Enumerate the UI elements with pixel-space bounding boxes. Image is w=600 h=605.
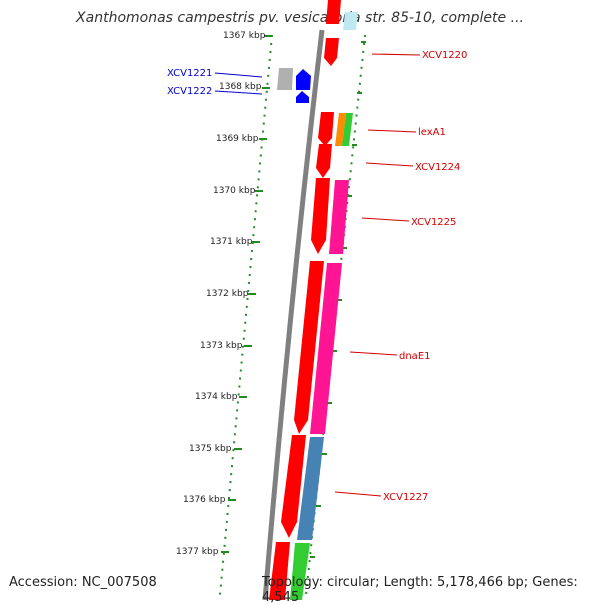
label-xcv1227: XCV1227 xyxy=(383,492,428,503)
gene-gray[interactable] xyxy=(277,68,293,90)
tick-label: 1368 kbp xyxy=(219,82,262,92)
tick-label: 1377 kbp xyxy=(176,547,219,557)
label-lexa1: lexA1 xyxy=(418,127,446,138)
gene-steelblue xyxy=(297,437,324,540)
gene-feature[interactable] xyxy=(343,12,358,30)
label-xcv1224: XCV1224 xyxy=(415,162,460,173)
tick-label: 1372 kbp xyxy=(206,289,249,299)
gene-labels: XCV1220 lexA1 XCV1224 XCV1225 dnaE1 XCV1… xyxy=(167,50,467,503)
accession-text: Accession: NC_007508 xyxy=(9,575,157,590)
tick-label: 1367 kbp xyxy=(223,31,266,41)
tick-label: 1370 kbp xyxy=(213,186,256,196)
gene-magenta-a xyxy=(329,180,349,254)
inner-dotted-track xyxy=(219,34,273,596)
label-leaders xyxy=(214,53,421,497)
tick-label: 1373 kbp xyxy=(200,341,243,351)
gene-xcv1220-arrow xyxy=(324,38,339,66)
genome-backbone xyxy=(262,29,325,600)
gene-next xyxy=(269,542,290,600)
gene-orange xyxy=(335,113,346,146)
forward-genes[interactable] xyxy=(269,0,341,600)
topology-text: Topology: circular; Length: 5,178,466 bp… xyxy=(262,575,578,605)
gene-xcv1227 xyxy=(281,435,306,538)
gene-xcv1224 xyxy=(316,144,332,178)
secondary-genes[interactable] xyxy=(290,113,353,600)
gene-lexa1 xyxy=(318,112,334,146)
gene-xcv1222[interactable] xyxy=(296,91,309,103)
label-dnae1: dnaE1 xyxy=(399,351,431,362)
tick-label: 1369 kbp xyxy=(216,134,259,144)
gene-magenta-b xyxy=(310,263,342,434)
map-title: Xanthomonas campestris pv. vesicatoria s… xyxy=(76,10,524,26)
tick-label: 1375 kbp xyxy=(189,444,232,454)
tick-label: 1371 kbp xyxy=(210,237,253,247)
gene-dnae1 xyxy=(294,261,324,434)
label-xcv1221: XCV1221 xyxy=(167,68,212,79)
label-xcv1225: XCV1225 xyxy=(411,217,456,228)
gene-xcv1221[interactable] xyxy=(296,69,311,90)
scale-ticks: 1367 kbp 1368 kbp 1369 kbp 1370 kbp 1371… xyxy=(176,31,271,557)
gene-green xyxy=(342,113,353,146)
tick-label: 1376 kbp xyxy=(183,495,226,505)
gene-xcv1220 xyxy=(326,0,341,24)
tick-label: 1374 kbp xyxy=(195,392,238,402)
gene-green-b xyxy=(290,543,310,600)
gene-xcv1225 xyxy=(311,178,330,254)
label-xcv1220: XCV1220 xyxy=(422,50,467,61)
label-xcv1222: XCV1222 xyxy=(167,86,212,97)
